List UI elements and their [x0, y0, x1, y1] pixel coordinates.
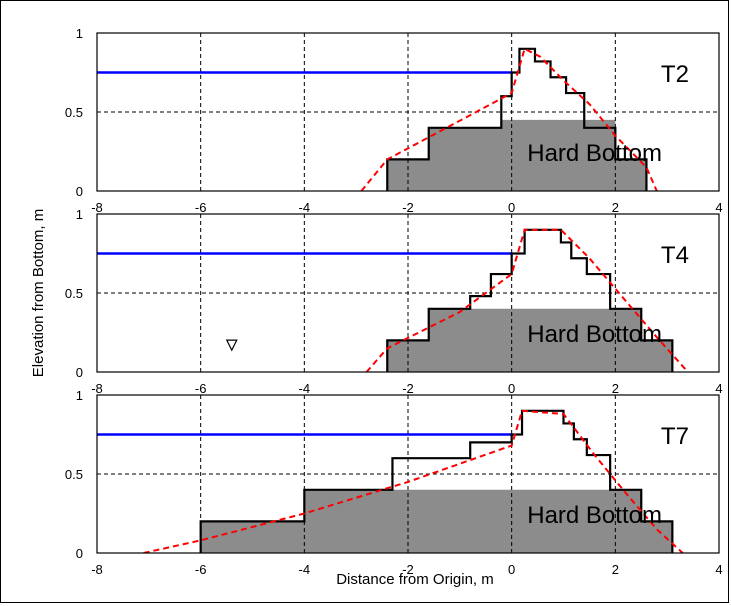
plot-border — [96, 394, 720, 554]
y-tick-label: 0 — [76, 546, 83, 561]
x-tick-label: -4 — [299, 562, 311, 577]
series-profile — [199, 409, 674, 553]
hard-bottom-label: Hard Bottom — [527, 140, 662, 167]
x-tick-label: -2 — [402, 381, 414, 396]
x-tick-label: 4 — [715, 562, 722, 577]
y-tick-label: 0 — [76, 184, 83, 199]
panel-t7: Hard Bottom T7 0 0.5 1 -8 -6 -4 -2 0 2 4 — [65, 388, 723, 577]
x-tick-label: -2 — [402, 562, 414, 577]
panel-label: T7 — [661, 423, 689, 450]
hard-bottom-area — [387, 119, 647, 191]
y-tick-label: 1 — [76, 26, 83, 41]
panel-t2: Hard Bottom T2 0 0.5 1 -8 -6 -4 -2 0 2 4 — [65, 26, 723, 215]
x-tick-label: 0 — [508, 381, 515, 396]
x-tick-label: 4 — [715, 200, 722, 215]
hard-bottom-area — [387, 308, 673, 372]
x-tick-label: -8 — [91, 381, 103, 396]
water-surface-marker — [225, 339, 238, 352]
x-tick-label: -2 — [402, 200, 414, 215]
panel-label: T4 — [661, 242, 689, 269]
x-tick-label: -4 — [299, 381, 311, 396]
series-fit — [360, 47, 658, 191]
y-tick-label: 0.5 — [65, 467, 83, 482]
x-tick-label: 2 — [612, 381, 619, 396]
plot-border — [96, 32, 720, 192]
y-axis-title: Elevation from Bottom, m — [30, 209, 47, 377]
x-tick-label: -6 — [195, 381, 207, 396]
series-fit — [365, 228, 689, 372]
x-tick-label: 0 — [508, 562, 515, 577]
x-tick-label: 2 — [612, 200, 619, 215]
x-tick-label: -8 — [91, 562, 103, 577]
hard-bottom-label: Hard Bottom — [527, 502, 662, 529]
x-tick-label: -6 — [195, 562, 207, 577]
x-tick-label: -6 — [195, 200, 207, 215]
x-tick-label: 4 — [715, 381, 722, 396]
plot-border — [96, 213, 720, 373]
y-tick-label: 0.5 — [65, 286, 83, 301]
hard-bottom-label: Hard Bottom — [527, 321, 662, 348]
x-tick-label: -8 — [91, 200, 103, 215]
x-tick-label: 0 — [508, 200, 515, 215]
y-tick-label: 0 — [76, 365, 83, 380]
panel-label: T2 — [661, 61, 689, 88]
panel-t4: Hard Bottom T4 0 0.5 1 -8 -6 -4 -2 0 2 4 — [65, 207, 723, 396]
y-tick-label: 0.5 — [65, 105, 83, 120]
x-tick-label: 2 — [612, 562, 619, 577]
x-tick-label: -4 — [299, 200, 311, 215]
x-axis-title: Distance from Origin, m — [336, 571, 494, 588]
y-tick-label: 1 — [76, 207, 83, 222]
hard-bottom-area — [200, 489, 673, 553]
y-tick-label: 1 — [76, 388, 83, 403]
